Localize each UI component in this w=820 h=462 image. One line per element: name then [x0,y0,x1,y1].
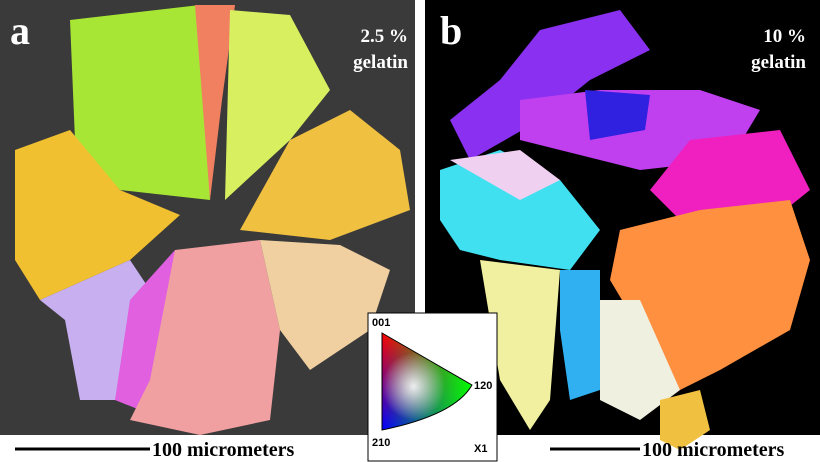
legend-label: 120 [474,380,492,392]
ipf-legend: 001 120 210 X1 [368,313,497,461]
legend-label: 001 [372,317,390,329]
legend-label: 210 [372,437,390,449]
scale-bar-label: 100 micrometers [642,439,785,461]
annotation: gelatin [353,52,408,73]
annotation: 10 % [763,26,806,47]
annotation: 2.5 % [361,26,409,47]
annotation: gelatin [751,52,806,73]
page: {"panels": [ {"label": "a", "annotation"… [0,0,820,462]
figure: a 2.5 % gelatin 100 micrometers b 10 % g… [0,0,820,462]
legend-label: X1 [474,443,487,455]
scale-bar-label: 100 micrometers [152,439,295,461]
panel-label: b [440,8,462,53]
panel-label: a [10,8,30,53]
panel-a: a 2.5 % gelatin 100 micrometers [0,0,415,461]
